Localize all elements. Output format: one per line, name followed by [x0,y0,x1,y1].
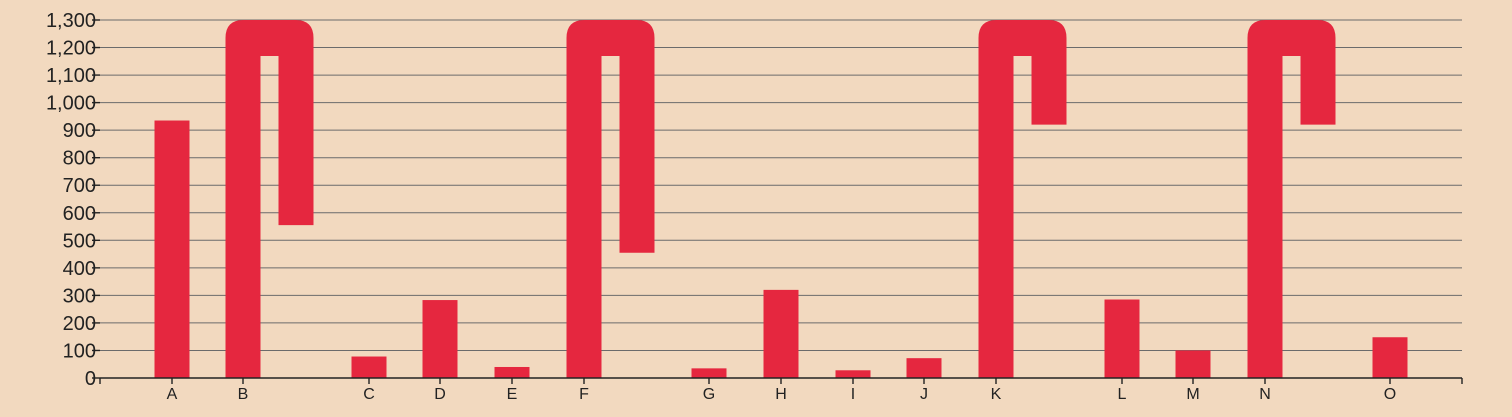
y-tick-label: 0 [85,368,96,390]
bar-c [351,356,387,378]
y-tick-label: 500 [63,230,96,252]
x-tick-label-a: A [167,386,178,403]
bar-l [1104,299,1140,378]
y-tick-label: 900 [63,120,96,142]
x-tick-label-o: O [1384,386,1396,403]
x-tick-label-j: J [920,386,928,403]
y-tick-label: 400 [63,258,96,280]
bar-b [225,20,314,378]
y-tick-label: 100 [63,340,96,362]
x-tick-label-b: B [238,386,249,403]
bars [154,20,1408,378]
bar-a [154,120,190,378]
y-tick-label: 300 [63,285,96,307]
bar-f [566,20,655,378]
bar-i [835,370,871,378]
y-tick-label: 1,300 [46,10,96,32]
y-axis-tick-labels: 0 100 200 300 400 500 600 700 800 900 1,000 1,100 1,… [46,10,100,390]
x-tick-label-l: L [1118,386,1127,403]
y-tick-label: 600 [63,203,96,225]
x-tick-label-m: M [1186,386,1199,403]
x-tick-label-h: H [775,386,787,403]
y-tick-label: 800 [63,148,96,170]
x-tick-label-e: E [507,386,518,403]
grid-lines [100,19,1462,351]
x-tick-label-k: K [991,386,1002,403]
x-tick-label-d: D [434,386,446,403]
x-tick-label-g: G [703,386,715,403]
bar-k [978,20,1067,378]
bar-d [422,300,458,378]
bar-e [494,366,530,378]
bar-h [763,289,799,378]
x-tick-label-n: N [1259,386,1271,403]
bar-n [1247,20,1336,378]
bar-g [691,368,727,378]
y-tick-label: 700 [63,175,96,197]
x-tick-label-f: F [579,386,589,403]
x-tick-label-c: C [363,386,375,403]
bar-o [1372,337,1408,378]
x-axis: A B C D E F G H I J K L M N O [99,377,1463,403]
y-tick-label: 1,200 [46,38,96,60]
y-tick-label: 200 [63,313,96,335]
x-tick-label-i: I [851,386,855,403]
y-tick-label: 1,000 [46,93,96,115]
bar-m [1175,350,1211,378]
bar-j [906,358,942,378]
y-tick-label: 1,100 [46,65,96,87]
